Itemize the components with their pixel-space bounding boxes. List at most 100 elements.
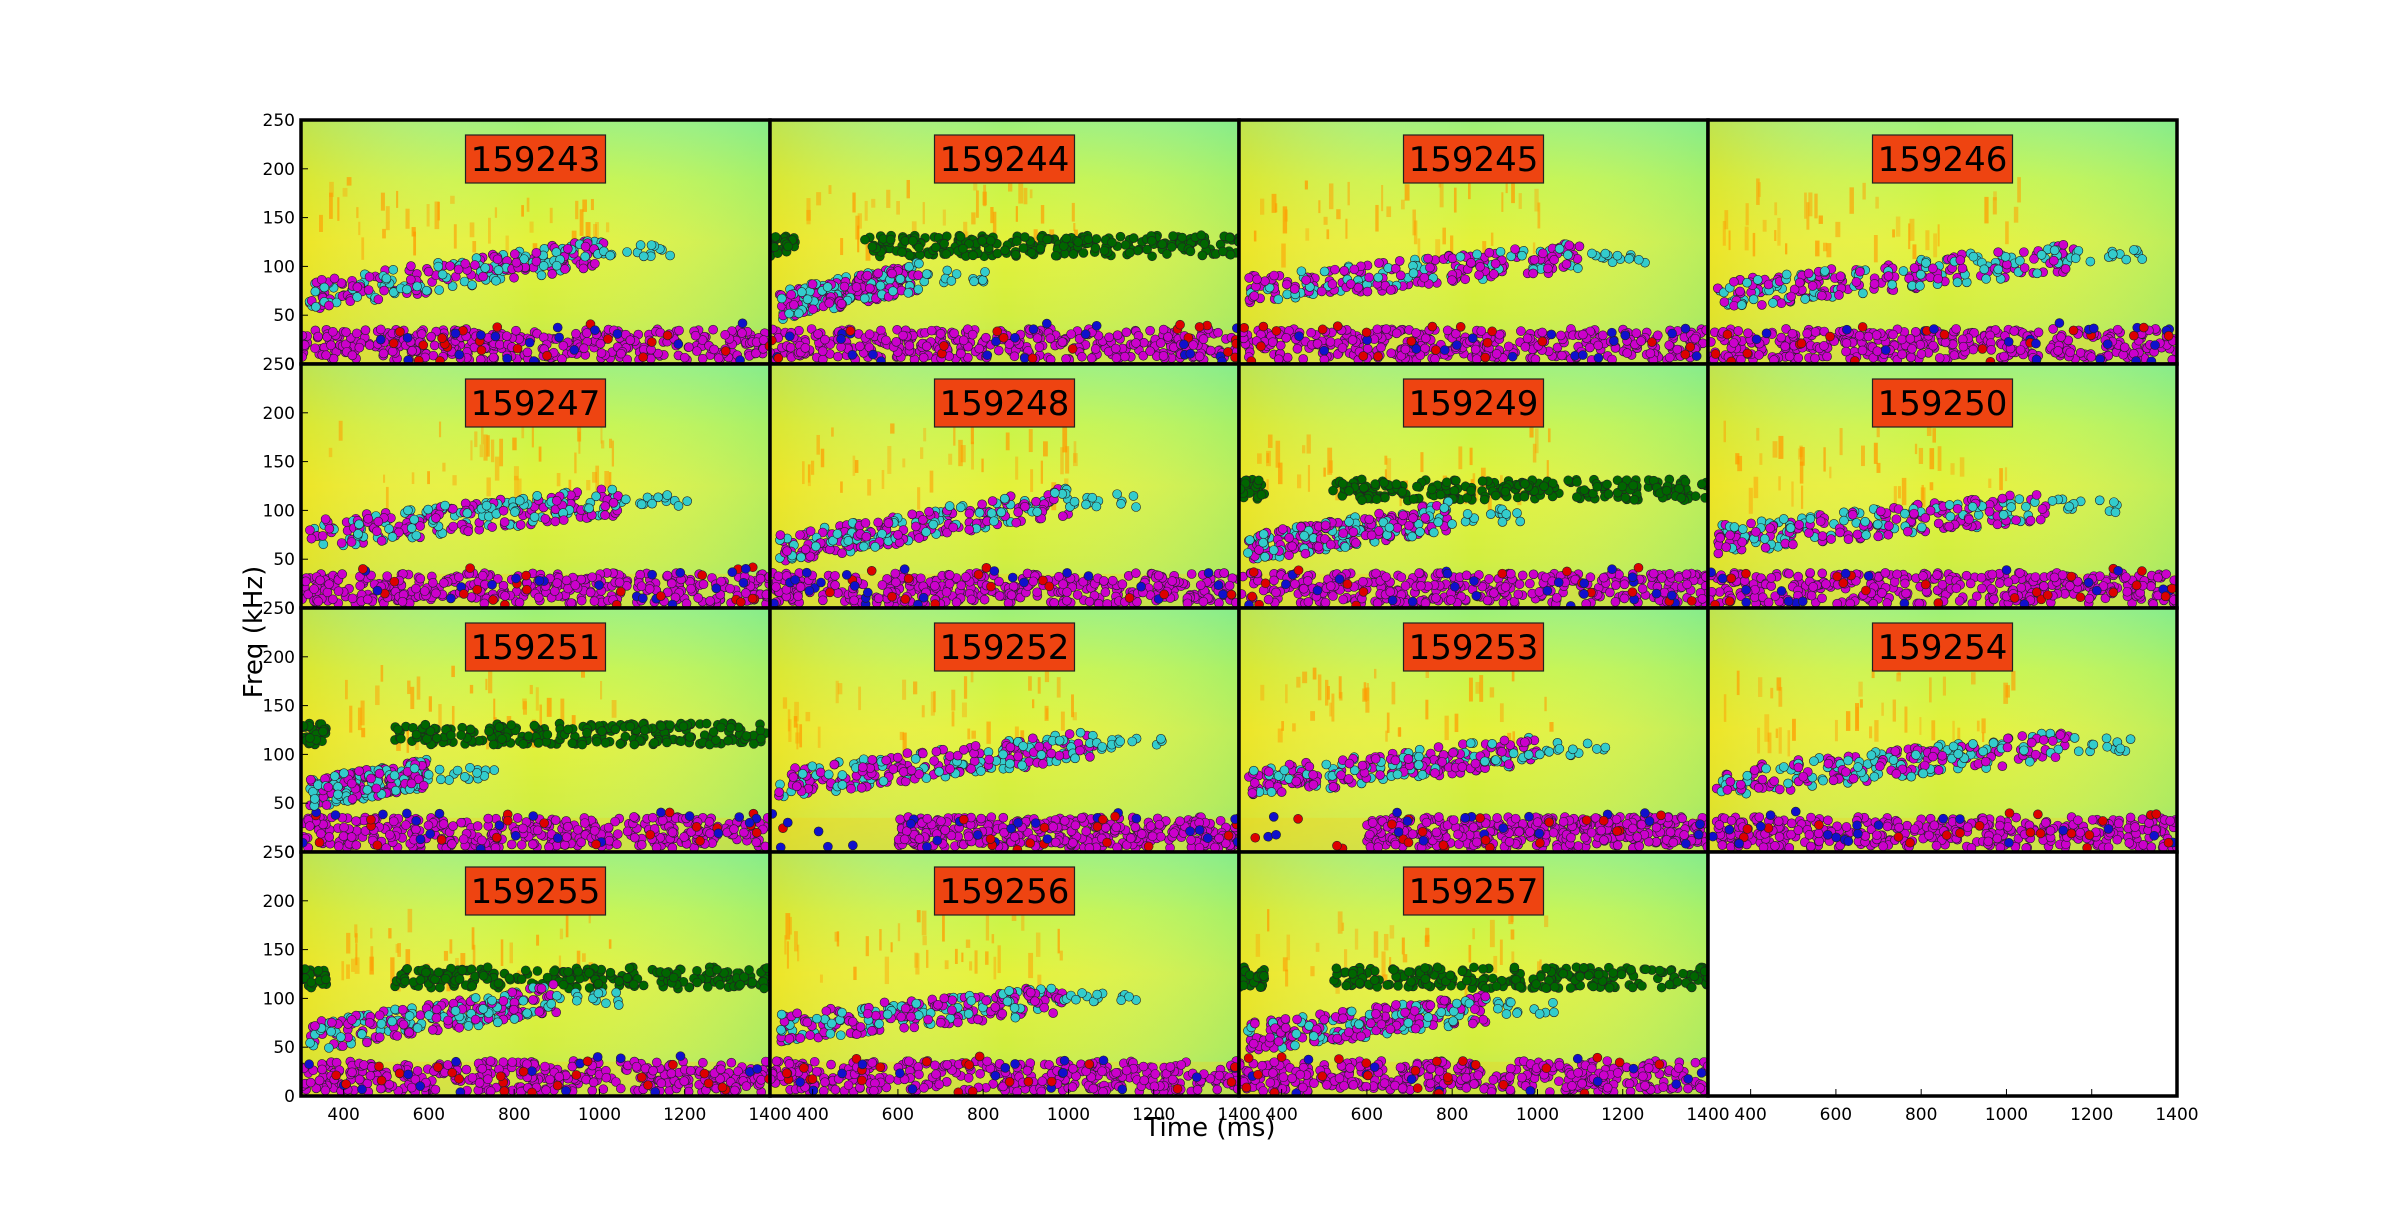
low-band-point [1111,344,1120,353]
spectrogram-streak [1016,206,1018,222]
low-band-point [980,595,989,604]
spectrogram-streak [855,460,859,473]
spectrogram-streak [981,459,983,473]
sweep-point [1448,254,1457,263]
outlier-point [1498,569,1507,578]
low-band-point [328,595,337,604]
spectrogram-streak [382,229,386,239]
low-band-point [1598,331,1607,340]
spectrogram-streak [1030,189,1033,198]
low-band-point [981,333,990,342]
low-band-point [667,579,676,588]
low-band-point [523,348,532,357]
panel-label: 159248 [940,384,1070,424]
low-band-point [314,332,323,341]
sweep-point [552,496,561,505]
sweep-point [1956,256,1965,265]
sweep-point [1012,518,1021,527]
spectrogram-streak [454,224,457,248]
low-band-point [927,326,936,335]
sweep-point [413,282,422,291]
outlier-point [1063,568,1072,577]
outlier-point [1388,596,1397,605]
low-band-point [1811,327,1820,336]
sweep-point [908,510,917,519]
sweep-point [311,287,320,296]
low-band-point [1794,353,1803,362]
low-band-point [874,594,883,603]
sweep-point [794,309,803,318]
low-band-point [1087,354,1096,363]
sweep-point [884,519,893,528]
low-band-point [1339,595,1348,604]
high-band-point [1147,236,1156,245]
outlier-point [455,350,464,359]
low-band-point [721,330,730,339]
sweep-point [874,518,883,527]
panel-159249: 159249 [1236,364,1711,610]
low-band-point [502,332,511,341]
sweep-point [1625,254,1634,263]
sweep-point [318,531,327,540]
sweep-point [1787,292,1796,301]
high-band-point [1178,233,1187,242]
outlier-point [816,578,825,587]
outlier-point [376,335,385,344]
sweep-point [1958,264,1967,273]
low-band-point [398,597,407,606]
sweep-point [364,286,373,295]
spectrogram-streak [890,423,894,433]
outlier-point [473,585,482,594]
outlier-point [1723,330,1732,339]
sweep-point [825,299,834,308]
low-band-point [1268,338,1277,347]
spectrogram-streak [1072,203,1075,222]
outlier-point [785,332,794,341]
low-band-point [1823,352,1832,361]
low-band-point [1523,334,1532,343]
spectrogram-streak [1925,230,1929,250]
spectrogram-streak [412,227,416,236]
low-band-point [855,342,864,351]
low-band-point [699,580,708,589]
sweep-point [1757,300,1766,309]
spectrogram-streak [1336,209,1340,219]
sweep-point [1910,264,1919,273]
high-band-point [942,250,951,259]
outlier-point [663,331,672,340]
outlier-point [1743,349,1752,358]
outlier-point [525,338,534,347]
sweep-point [1270,271,1279,280]
outlier-point [1068,344,1077,353]
sweep-point [956,503,965,512]
high-band-point [1011,250,1020,259]
sweep-point [1550,255,1559,264]
spectrogram-streak [361,237,364,259]
low-band-point [2113,325,2122,334]
low-band-point [365,341,374,350]
low-band-point [818,596,827,605]
low-band-point [684,343,693,352]
outlier-point [648,570,657,579]
outlier-point [1259,322,1268,331]
spectrogram-streak [1401,200,1405,210]
sweep-point [1290,284,1299,293]
low-band-point [1387,349,1396,358]
sweep-point [621,495,630,504]
spectrogram-streak [1375,205,1378,232]
panel-159244: 159244 [766,120,1244,366]
spectrogram-streak [1308,465,1310,492]
spectrogram-streak [609,439,612,448]
outlier-point [477,346,486,355]
outlier-point [736,598,745,607]
low-band-point [959,336,968,345]
spectrogram-streak [887,446,891,474]
outlier-point [1554,578,1563,587]
spectrogram-streak [1257,453,1262,463]
low-band-point [1199,597,1208,606]
spectrogram-streak [1814,194,1817,219]
outlier-point [1940,330,1949,339]
sweep-point [464,527,473,536]
sweep-point [1365,273,1374,282]
sweep-point [787,290,796,299]
